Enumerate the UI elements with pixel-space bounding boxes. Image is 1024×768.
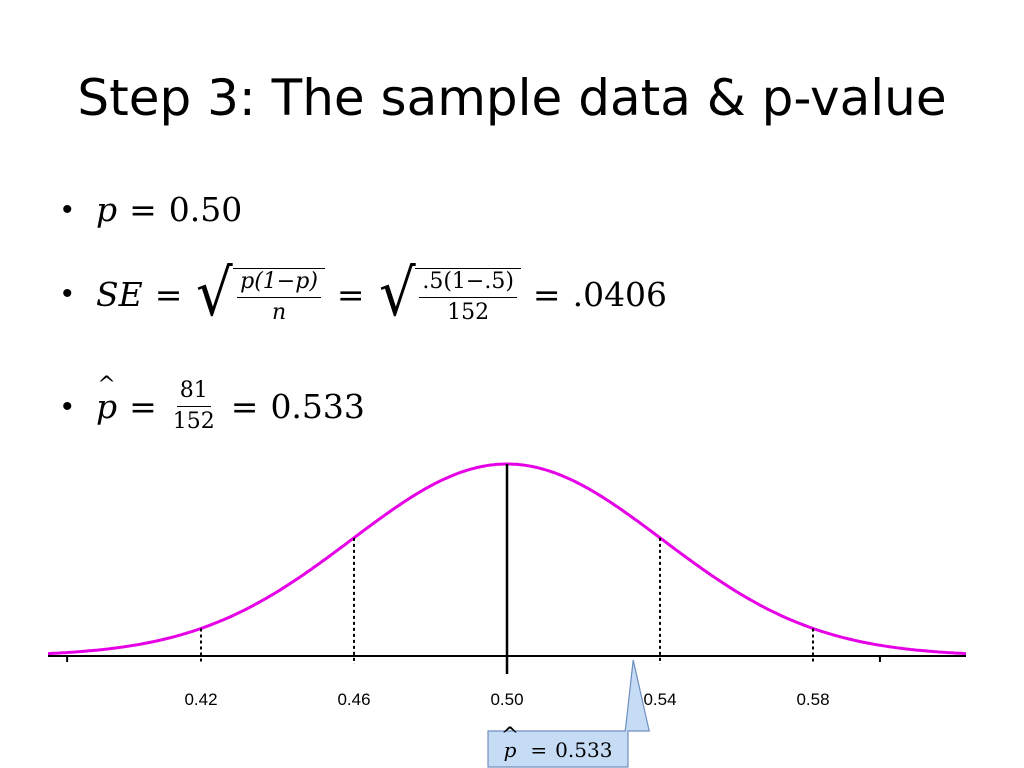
equals-sign: = — [154, 274, 183, 314]
p-symbol: p — [96, 190, 118, 229]
tick-label: 0.50 — [490, 690, 523, 709]
tick-label: 0.54 — [643, 690, 676, 709]
bullet-dot: • — [62, 389, 73, 423]
bullet-dot: • — [62, 192, 73, 226]
fraction-formula: p(1−p) n — [237, 269, 321, 326]
callout-equals: = — [530, 737, 548, 762]
fraction-denominator: 152 — [447, 300, 490, 325]
bullet-p: • p = 0.50 — [62, 190, 242, 229]
fraction-p-hat: 81 152 — [173, 378, 215, 435]
normal-curve-chart: 0.42 0.46 0.50 0.54 0.58 — [47, 462, 967, 768]
p-hat-callout: p = 0.533 — [488, 731, 628, 768]
fraction-numerator: 81 — [176, 378, 211, 407]
fraction-numeric: .5(1−.5) 152 — [419, 269, 517, 326]
callout-value: 0.533 — [555, 737, 613, 762]
tick-label: 0.46 — [337, 690, 370, 709]
tick-label: 0.58 — [796, 690, 829, 709]
equals-sign: = — [336, 274, 365, 314]
p-hat-result: 0.533 — [270, 387, 365, 426]
sqrt-numeric: √ .5(1−.5) 152 — [377, 262, 521, 326]
equals-sign: = — [129, 387, 157, 426]
equals-sign: = — [230, 387, 259, 426]
equals-sign: = — [532, 274, 561, 314]
fraction-numerator: .5(1−.5) — [419, 269, 517, 298]
se-result: .0406 — [572, 274, 668, 314]
tick-label: 0.42 — [184, 690, 217, 709]
radical-sign: √ — [378, 257, 416, 331]
bullet-se: • SE = √ p(1−p) n = √ .5(1−.5) 152 = .04… — [62, 262, 667, 326]
sqrt-formula: √ p(1−p) n — [194, 262, 325, 326]
bullet-dot: • — [62, 277, 73, 310]
fraction-denominator: n — [271, 300, 287, 325]
callout-pointer — [487, 659, 650, 768]
slide-title: Step 3: The sample data & p-value — [77, 69, 947, 127]
p-hat-symbol: p — [96, 387, 117, 426]
bullet-p-hat: • p = 81 152 = 0.533 — [62, 378, 365, 435]
p-value: 0.50 — [168, 190, 243, 229]
fraction-denominator: 152 — [172, 409, 215, 434]
callout-p-hat-symbol: p — [504, 738, 517, 762]
radical-sign: √ — [196, 257, 234, 331]
se-symbol: SE — [96, 274, 143, 314]
equals-sign: = — [129, 190, 157, 229]
fraction-numerator: p(1−p) — [237, 269, 321, 298]
